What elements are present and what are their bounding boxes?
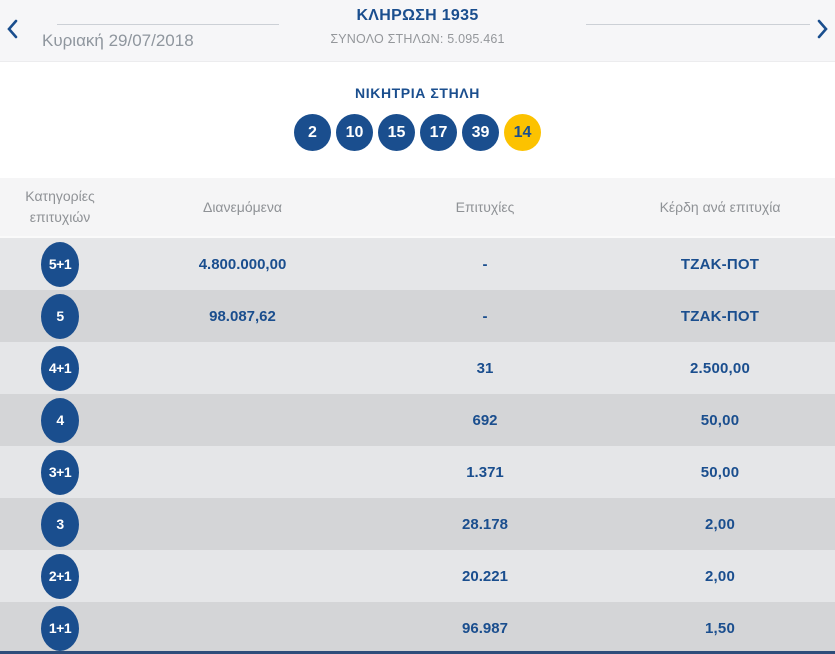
bottom-border xyxy=(0,651,835,654)
winning-number-ball: 17 xyxy=(420,114,457,151)
category-cell: 5 xyxy=(0,293,120,339)
category-badge: 2+1 xyxy=(41,553,79,599)
winners-cell: - xyxy=(482,255,488,273)
prize-cell: 50,00 xyxy=(700,411,740,429)
table-row: 4+1 31 2.500,00 xyxy=(0,342,835,394)
prize-cell: 2,00 xyxy=(705,567,735,585)
previous-draw-button[interactable] xyxy=(4,17,20,41)
distributed-cell: 4.800.000,00 xyxy=(198,255,287,273)
category-badge: 5+1 xyxy=(41,241,79,287)
winners-cell: 28.178 xyxy=(462,515,508,533)
prize-cell: ΤΖΑΚ-ΠΟΤ xyxy=(680,307,760,325)
winning-number-ball: 15 xyxy=(378,114,415,151)
winning-numbers: 2 10 15 17 39 14 xyxy=(0,114,835,151)
results-table-header: Κατηγορίες επιτυχιών Διανεμόμενα Επιτυχί… xyxy=(0,177,835,238)
winners-cell: - xyxy=(482,307,488,325)
winners-cell: 31 xyxy=(476,359,494,377)
table-row: 5 98.087,62 - ΤΖΑΚ-ΠΟΤ xyxy=(0,290,835,342)
category-cell: 3 xyxy=(0,501,120,547)
table-row: 2+1 20.221 2,00 xyxy=(0,550,835,602)
next-draw-button[interactable] xyxy=(815,17,831,41)
category-badge: 3+1 xyxy=(41,449,79,495)
header-divider-right xyxy=(586,24,810,25)
category-badge: 3 xyxy=(41,501,79,547)
winners-cell: 20.221 xyxy=(462,567,508,585)
winning-column-title: ΝΙΚΗΤΡΙΑ ΣΤΗΛΗ xyxy=(355,85,480,101)
prize-cell: 2,00 xyxy=(705,515,735,533)
column-header-winners: Επιτυχίες xyxy=(455,199,515,215)
category-cell: 4+1 xyxy=(0,345,120,391)
table-row: 3+1 1.371 50,00 xyxy=(0,446,835,498)
table-row: 4 692 50,00 xyxy=(0,394,835,446)
table-row: 1+1 96.987 1,50 xyxy=(0,602,835,654)
category-cell: 1+1 xyxy=(0,605,120,651)
winners-cell: 96.987 xyxy=(462,619,508,637)
chevron-left-icon xyxy=(7,19,18,39)
results-table-body: 5+1 4.800.000,00 - ΤΖΑΚ-ΠΟΤ 5 98.087,62 … xyxy=(0,238,835,654)
category-badge: 4+1 xyxy=(41,345,79,391)
winners-cell: 1.371 xyxy=(466,463,504,481)
winning-number-ball: 2 xyxy=(294,114,331,151)
draw-header: ΚΛΗΡΩΣΗ 1935 ΣΥΝΟΛΟ ΣΤΗΛΩΝ: 5.095.461 Κυ… xyxy=(0,0,835,62)
winners-cell: 692 xyxy=(472,411,498,429)
category-cell: 2+1 xyxy=(0,553,120,599)
category-badge: 1+1 xyxy=(41,605,79,651)
winning-number-ball: 10 xyxy=(336,114,373,151)
prize-cell: ΤΖΑΚ-ΠΟΤ xyxy=(680,255,760,273)
column-header-distributed: Διανεμόμενα xyxy=(202,199,283,215)
table-row: 5+1 4.800.000,00 - ΤΖΑΚ-ΠΟΤ xyxy=(0,238,835,290)
column-header-label: Κατηγορίες επιτυχιών xyxy=(25,188,95,225)
prize-cell: 2.500,00 xyxy=(690,359,750,377)
winning-number-ball: 39 xyxy=(462,114,499,151)
chevron-right-icon xyxy=(817,19,828,39)
bonus-number-ball: 14 xyxy=(504,114,541,151)
prize-cell: 1,50 xyxy=(705,619,735,637)
category-cell: 5+1 xyxy=(0,241,120,287)
prize-cell: 50,00 xyxy=(700,463,740,481)
draw-title: ΚΛΗΡΩΣΗ 1935 xyxy=(356,7,479,24)
column-header-prize: Κέρδη ανά επιτυχία xyxy=(659,199,781,215)
winning-column-section: ΝΙΚΗΤΡΙΑ ΣΤΗΛΗ 2 10 15 17 39 14 xyxy=(0,62,835,177)
draw-date: Κυριακή 29/07/2018 xyxy=(42,31,194,50)
category-cell: 3+1 xyxy=(0,449,120,495)
column-header-categories: Κατηγορίες επιτυχιών xyxy=(0,186,120,228)
columns-total-label: ΣΥΝΟΛΟ ΣΤΗΛΩΝ: 5.095.461 xyxy=(330,32,505,46)
category-cell: 4 xyxy=(0,397,120,443)
header-divider-left xyxy=(57,24,279,25)
category-badge: 4 xyxy=(41,397,79,443)
table-row: 3 28.178 2,00 xyxy=(0,498,835,550)
distributed-cell: 98.087,62 xyxy=(209,307,276,325)
category-badge: 5 xyxy=(41,293,79,339)
